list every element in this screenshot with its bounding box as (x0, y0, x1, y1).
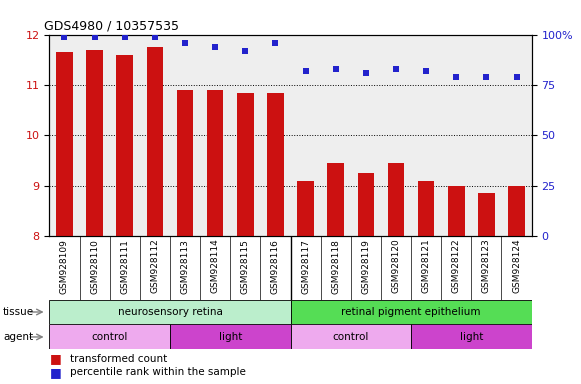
Text: retinal pigment epithelium: retinal pigment epithelium (341, 307, 481, 317)
Text: GSM928112: GSM928112 (150, 239, 159, 293)
Point (90, 33, 99, 40)
Text: GSM928110: GSM928110 (90, 239, 99, 294)
Text: GDS4980 / 10357535: GDS4980 / 10357535 (44, 19, 178, 32)
Point (392, 66, 401, 72)
Point (241, 48, 250, 54)
Point (120, 33, 130, 40)
Text: GSM928114: GSM928114 (211, 239, 220, 293)
Point (421, 68, 431, 74)
Bar (290, 324, 411, 349)
Text: GSM928111: GSM928111 (120, 239, 129, 294)
Text: neurosensory retina: neurosensory retina (117, 307, 223, 317)
Bar (267, 93, 284, 236)
Bar (448, 186, 465, 236)
Text: GSM928121: GSM928121 (422, 239, 431, 293)
Text: GSM928124: GSM928124 (512, 239, 521, 293)
Point (301, 68, 310, 74)
Bar (170, 324, 290, 349)
Bar (237, 93, 253, 236)
Text: GSM928123: GSM928123 (482, 239, 491, 293)
Bar (49, 324, 170, 349)
Text: agent: agent (3, 332, 33, 342)
Bar (508, 186, 525, 236)
Text: GSM928109: GSM928109 (60, 239, 69, 294)
Bar (418, 181, 435, 236)
Point (210, 44, 220, 50)
Text: tissue: tissue (3, 307, 34, 317)
Text: control: control (332, 332, 369, 342)
Bar (478, 193, 494, 236)
Point (331, 66, 340, 72)
Bar (411, 324, 532, 349)
Bar (116, 55, 133, 236)
Bar (146, 47, 163, 236)
Text: GSM928122: GSM928122 (452, 239, 461, 293)
Text: GSM928115: GSM928115 (241, 239, 250, 294)
Text: transformed count: transformed count (70, 354, 167, 364)
Text: ■: ■ (49, 353, 61, 366)
Text: GSM928118: GSM928118 (331, 239, 340, 294)
Text: GSM928116: GSM928116 (271, 239, 280, 294)
Text: GSM928113: GSM928113 (181, 239, 189, 294)
Text: control: control (91, 332, 128, 342)
Point (512, 74, 521, 80)
Bar (87, 50, 103, 236)
Text: light: light (460, 332, 483, 342)
Bar (207, 90, 224, 236)
Point (271, 40, 280, 46)
Point (60, 33, 69, 40)
Point (482, 74, 491, 80)
Point (361, 70, 371, 76)
Bar (56, 52, 73, 236)
Point (451, 74, 461, 80)
Bar (290, 300, 532, 324)
Text: GSM928119: GSM928119 (361, 239, 370, 294)
Text: GSM928117: GSM928117 (301, 239, 310, 294)
Text: GSM928120: GSM928120 (392, 239, 400, 293)
Bar (177, 90, 193, 236)
Text: light: light (218, 332, 242, 342)
Text: percentile rank within the sample: percentile rank within the sample (70, 367, 246, 377)
Point (180, 40, 189, 46)
Bar (49, 300, 290, 324)
Text: ■: ■ (49, 366, 61, 379)
Bar (357, 173, 374, 236)
Point (150, 33, 160, 40)
Bar (388, 163, 404, 236)
Bar (297, 181, 314, 236)
Bar (328, 163, 344, 236)
